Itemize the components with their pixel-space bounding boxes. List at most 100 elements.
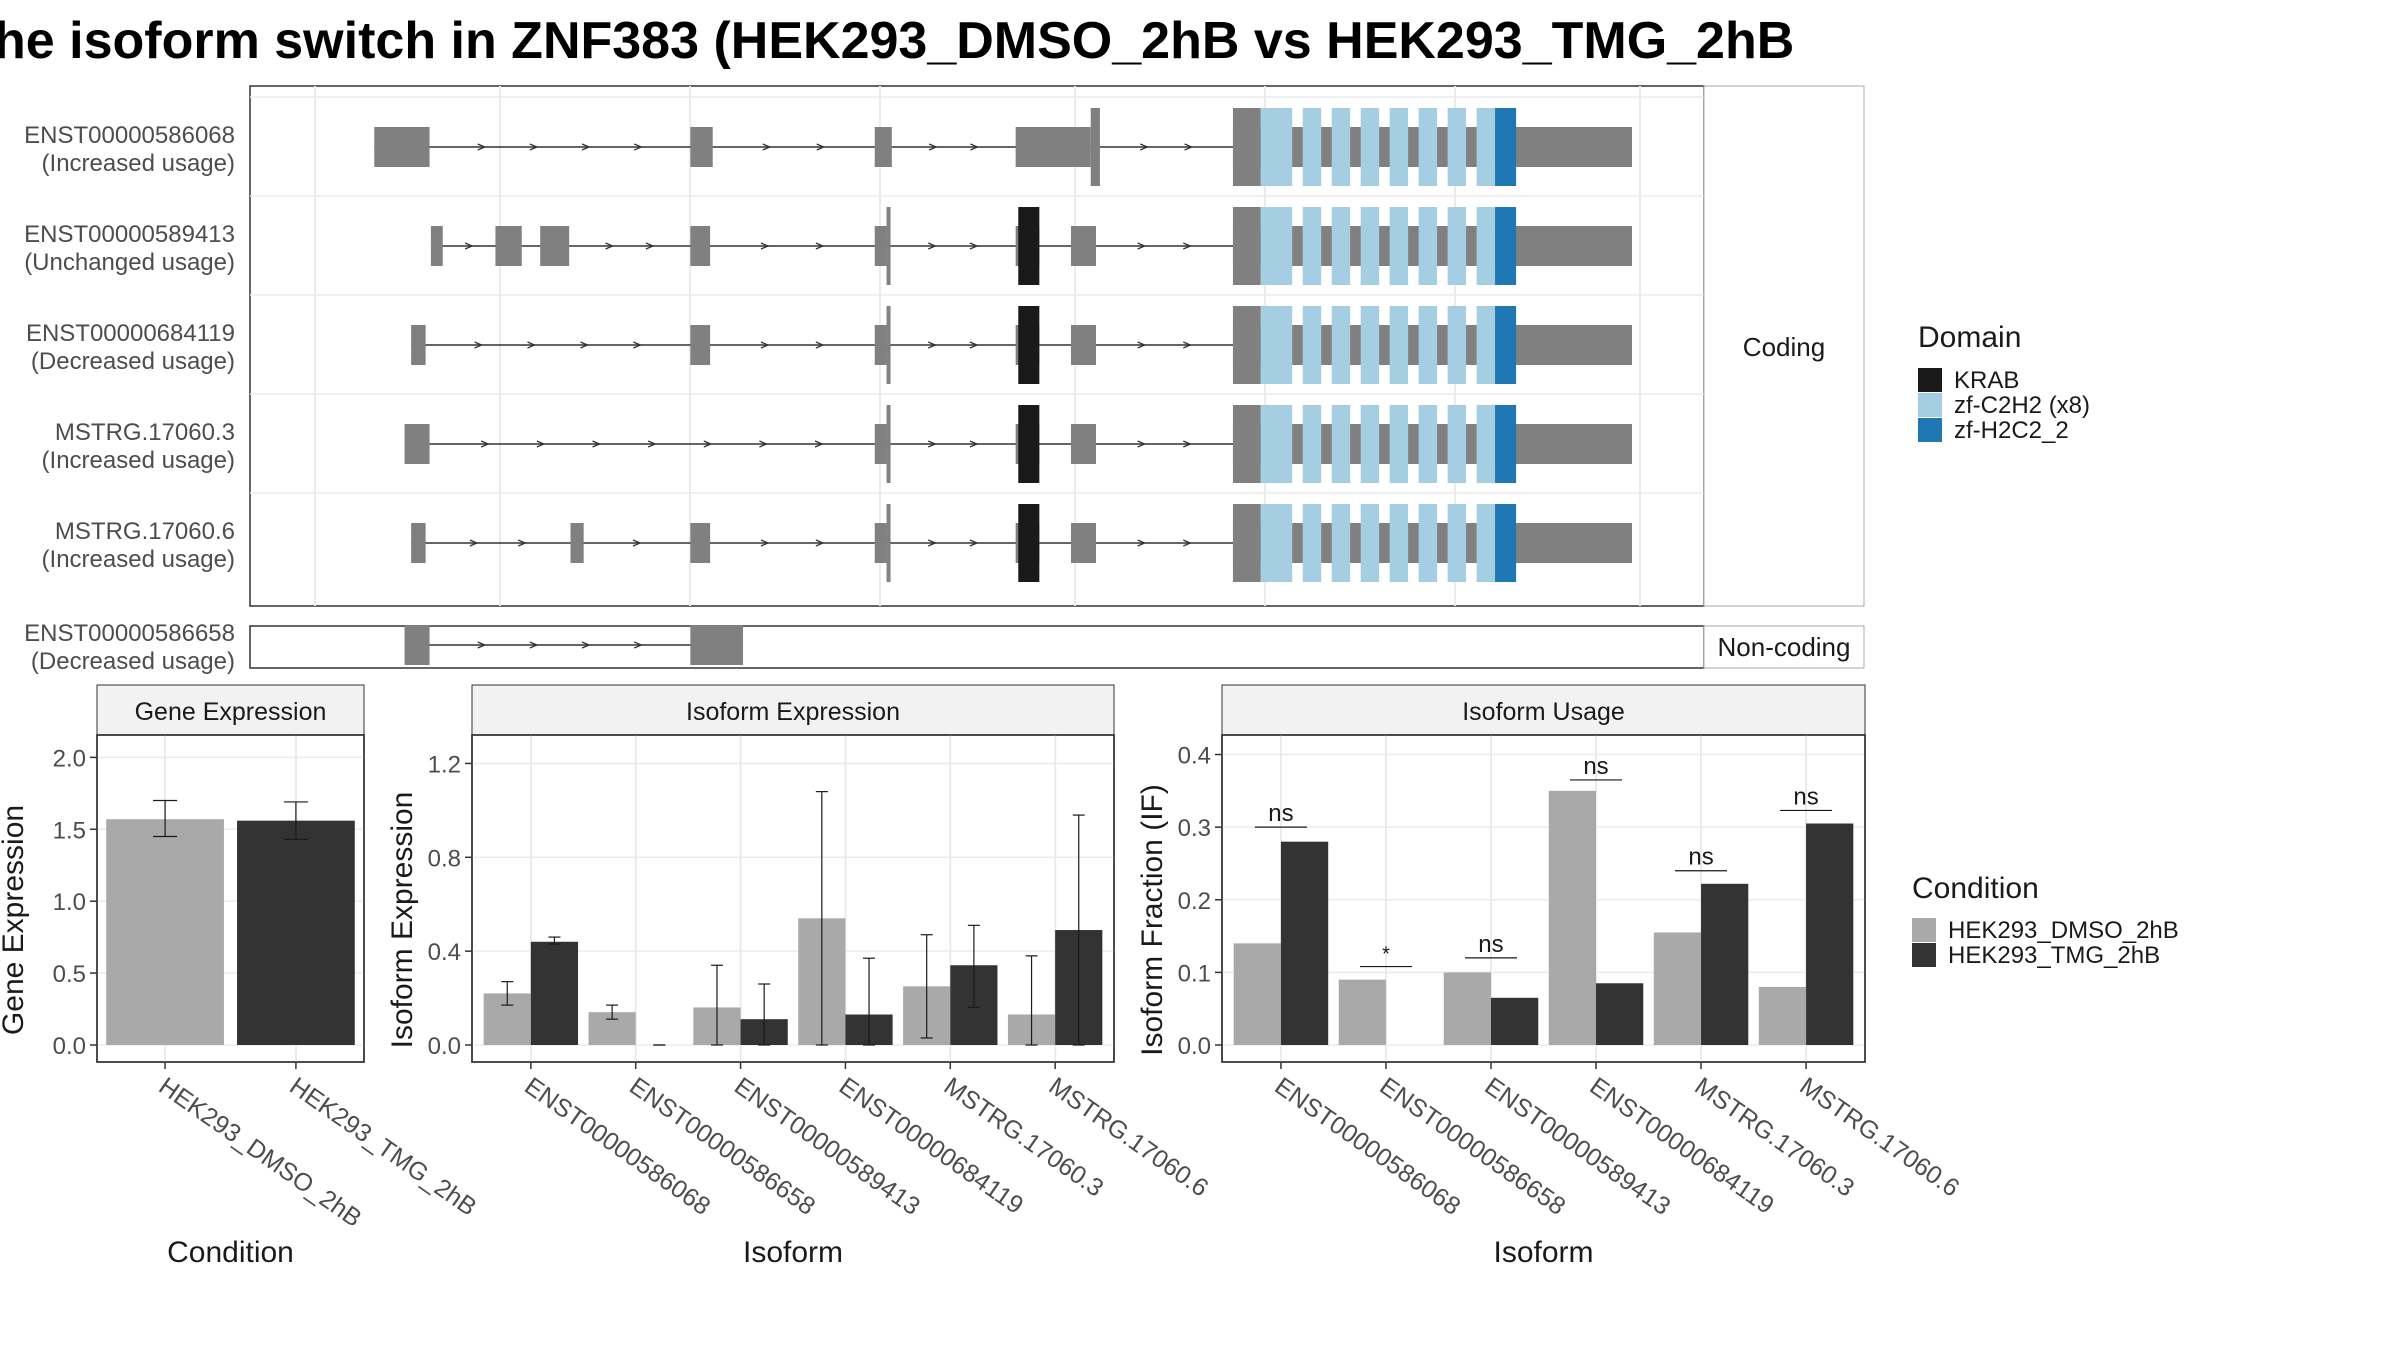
bar xyxy=(1596,983,1644,1045)
significance-label: ns xyxy=(1268,800,1293,827)
exon-block xyxy=(1232,207,1261,285)
bar xyxy=(1233,943,1281,1045)
zf-c2h2-domain xyxy=(1389,405,1409,483)
zf-h2c2-domain xyxy=(1495,405,1517,483)
zf-h2c2-domain xyxy=(1495,504,1517,582)
isoform-usage-label: (Decreased usage) xyxy=(31,348,235,375)
y-tick-label: 0.8 xyxy=(428,845,461,872)
direction-arrow xyxy=(815,341,825,349)
direction-arrow xyxy=(633,341,643,349)
zf-c2h2-domain xyxy=(1331,207,1351,285)
zf-c2h2-domain xyxy=(1447,405,1467,483)
facet-strip xyxy=(1703,85,1865,607)
exon-block xyxy=(495,226,522,266)
isoform-usage-label: (Decreased usage) xyxy=(31,648,235,675)
x-tick-label: ENST00000586658 xyxy=(1375,1072,1571,1221)
bar xyxy=(106,819,224,1045)
exon-block xyxy=(886,405,891,483)
isoform-usage-label: (Increased usage) xyxy=(42,546,235,573)
zf-c2h2-domain xyxy=(1360,108,1380,186)
exon-block xyxy=(1232,108,1261,186)
zf-c2h2-domain xyxy=(1260,306,1293,384)
krab-domain xyxy=(1018,504,1040,582)
exon-block xyxy=(874,424,887,464)
direction-arrow xyxy=(969,242,979,250)
zf-c2h2-domain xyxy=(1418,207,1438,285)
significance-label: ns xyxy=(1793,783,1818,810)
isoform-track: ENST00000589413(Unchanged usage) xyxy=(24,207,1632,285)
direction-arrow xyxy=(632,539,642,547)
zf-c2h2-domain xyxy=(1302,207,1322,285)
zf-c2h2-domain xyxy=(1447,108,1467,186)
exon-block xyxy=(1070,424,1096,464)
exon-block xyxy=(1070,523,1096,563)
bar xyxy=(530,941,579,1045)
y-tick-label: 0.5 xyxy=(53,961,86,988)
direction-arrow xyxy=(762,143,772,151)
zf-h2c2-domain xyxy=(1495,108,1517,186)
direction-arrow xyxy=(1183,440,1192,448)
legend-swatch xyxy=(1912,943,1936,967)
bar xyxy=(1338,979,1386,1045)
exon-block xyxy=(1070,226,1096,266)
figure-title: he isoform switch in ZNF383 (HEK293_DMSO… xyxy=(0,12,1794,70)
zf-c2h2-domain xyxy=(1418,504,1438,582)
direction-arrow xyxy=(1183,341,1192,349)
bar xyxy=(1758,986,1807,1045)
zf-c2h2-domain xyxy=(1302,306,1322,384)
direction-arrow xyxy=(1183,242,1192,250)
legend-swatch xyxy=(1918,418,1942,442)
zf-c2h2-domain xyxy=(1476,504,1496,582)
y-axis-label: Isoform Expression xyxy=(386,792,419,1049)
facet-label-noncoding: Non-coding xyxy=(1718,632,1851,662)
isoform-id-label: ENST00000586658 xyxy=(24,620,235,647)
condition-legend-title: Condition xyxy=(1912,872,2039,905)
direction-arrow xyxy=(928,143,938,151)
bar xyxy=(1280,841,1329,1045)
direction-arrow xyxy=(480,440,490,448)
direction-arrow xyxy=(815,242,825,250)
x-axis-label: Condition xyxy=(167,1236,294,1269)
zf-c2h2-domain xyxy=(1302,108,1322,186)
exon-block xyxy=(1090,108,1100,186)
exon-block xyxy=(874,127,892,167)
bar-charts: Gene Expression 0.0 0.5 1.0 1.5 2.0 Gene Expre… xyxy=(0,684,1964,1269)
direction-arrow xyxy=(927,539,937,547)
isoform-track: MSTRG.17060.3(Increased usage) xyxy=(42,405,1632,483)
direction-arrow xyxy=(760,539,770,547)
y-tick-label: 2.0 xyxy=(53,745,86,772)
zf-c2h2-domain xyxy=(1447,504,1467,582)
chart-plot-area xyxy=(471,734,1115,1063)
direction-arrow xyxy=(580,341,590,349)
exon-block xyxy=(690,523,711,563)
zf-c2h2-domain xyxy=(1389,108,1409,186)
zf-c2h2-domain xyxy=(1360,207,1380,285)
legend-label: KRAB xyxy=(1954,367,2019,394)
direction-arrow xyxy=(517,539,527,547)
isoform-id-label: MSTRG.17060.6 xyxy=(55,518,235,545)
direction-arrow xyxy=(464,242,474,250)
isoform-usage-label: (Unchanged usage) xyxy=(24,249,235,276)
chart-strip xyxy=(471,684,1115,736)
y-axis-label: Isoform Fraction (IF) xyxy=(1136,784,1169,1056)
isoform-track: ENST00000684119(Decreased usage) xyxy=(26,306,1632,384)
isoform-track: MSTRG.17060.6(Increased usage) xyxy=(42,504,1632,582)
y-tick-label: 0.4 xyxy=(428,939,461,966)
zf-h2c2-domain xyxy=(1495,306,1517,384)
krab-domain xyxy=(1018,207,1040,285)
isoform-structure-panel: CodingNon-codingENST00000586068(Increase… xyxy=(24,85,1865,675)
y-axis-label: Gene Expression xyxy=(0,805,30,1035)
zf-c2h2-domain xyxy=(1418,405,1438,483)
direction-arrow xyxy=(1183,539,1192,547)
direction-arrow xyxy=(760,242,770,250)
zf-c2h2-domain xyxy=(1476,306,1496,384)
direction-arrow xyxy=(1184,143,1194,151)
exon-block xyxy=(886,504,891,582)
direction-arrow xyxy=(529,641,539,649)
direction-arrow xyxy=(633,143,643,151)
exon-block xyxy=(1232,306,1261,384)
direction-arrow xyxy=(477,641,487,649)
chart-strip xyxy=(96,684,365,736)
significance-label: * xyxy=(1382,944,1390,966)
